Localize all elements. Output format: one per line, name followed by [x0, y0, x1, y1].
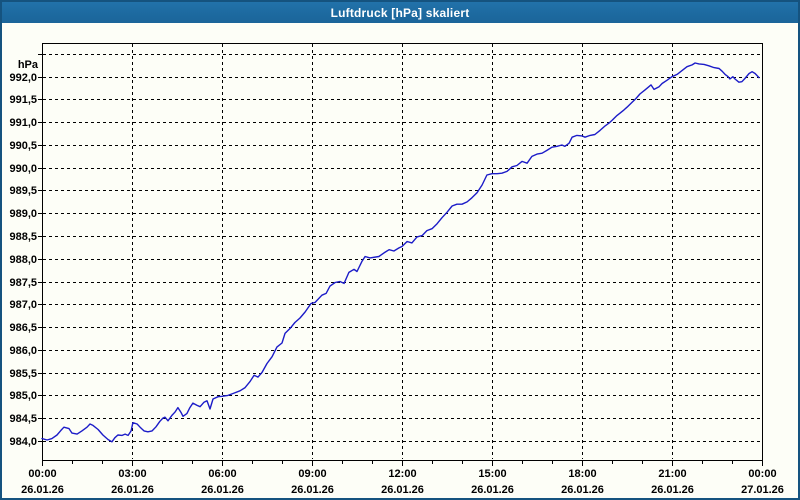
- y-tick-label: 984,5: [9, 412, 37, 425]
- y-tick-label: 989,0: [9, 207, 37, 220]
- y-tick-label: 985,0: [9, 389, 37, 402]
- y-tick-label: 988,0: [9, 253, 37, 266]
- x-tick-date-label: 26.01.26: [111, 484, 154, 496]
- x-tick-time-label: 15:00: [478, 468, 507, 480]
- y-tick-label: 991,0: [9, 116, 37, 129]
- y-tick-label: 989,5: [9, 184, 37, 197]
- y-tick-label: 987,5: [9, 276, 37, 289]
- x-tick-date-label: 26.01.26: [21, 484, 64, 496]
- x-tick-time-label: 18:00: [568, 468, 597, 480]
- x-tick-date-label: 26.01.26: [291, 484, 334, 496]
- x-tick-time-label: 00:00: [748, 468, 777, 480]
- y-tick-label: 990,0: [9, 162, 37, 175]
- x-tick-date-label: 27.01.26: [741, 484, 784, 496]
- x-tick-time-label: 09:00: [298, 468, 327, 480]
- plot-border: [42, 43, 763, 461]
- x-tick-time-label: 21:00: [658, 468, 687, 480]
- y-tick-label: 991,5: [9, 93, 37, 106]
- x-tick-date-label: 26.01.26: [471, 484, 514, 496]
- y-tick-label: 985,5: [9, 367, 37, 380]
- x-tick-time-label: 12:00: [388, 468, 417, 480]
- window-title: Luftdruck [hPa] skaliert: [330, 5, 470, 20]
- pressure-chart: hPa 992,0 991,5 991,0 990,5 990,0 989,5 989,0 9…: [2, 23, 798, 498]
- x-tick-time-label: 00:00: [28, 468, 57, 480]
- plot-area: [38, 43, 763, 466]
- y-tick-label: 988,5: [9, 230, 37, 243]
- x-tick-date-label: 26.01.26: [651, 484, 694, 496]
- x-tick-date-label: 26.01.26: [201, 484, 244, 496]
- window-titlebar[interactable]: Luftdruck [hPa] skaliert: [2, 2, 798, 23]
- x-tick-time-label: 06:00: [208, 468, 237, 480]
- pressure-line-series: [41, 62, 760, 443]
- y-tick-label: 992,0: [9, 71, 37, 84]
- y-tick-label: 986,5: [9, 321, 37, 334]
- y-axis-unit-label: hPa: [17, 59, 38, 71]
- y-tick-label: 986,0: [9, 344, 37, 357]
- y-tick-label: 990,5: [9, 139, 37, 152]
- x-tick-date-label: 26.01.26: [381, 484, 424, 496]
- y-tick-label: 987,0: [9, 298, 37, 311]
- x-tick-date-label: 26.01.26: [561, 484, 604, 496]
- y-tick-label: 984,0: [9, 435, 37, 448]
- x-tick-time-label: 03:00: [118, 468, 147, 480]
